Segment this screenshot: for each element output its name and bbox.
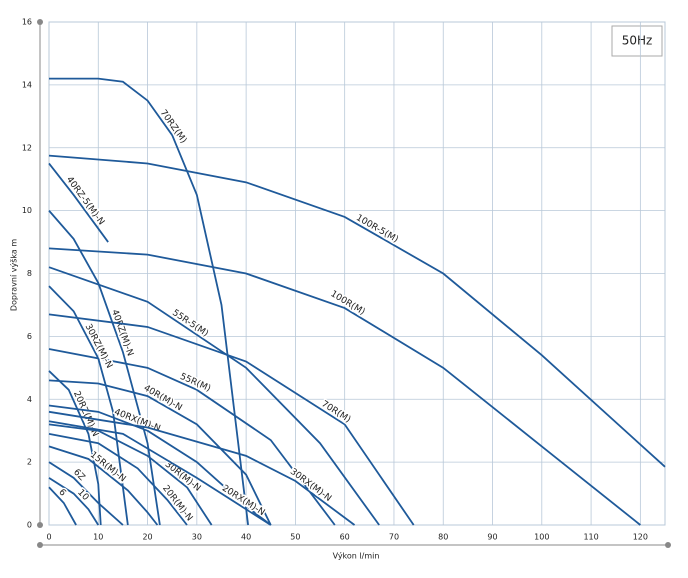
curve [48, 348, 336, 526]
x-tick-label: 110 [583, 533, 598, 542]
curve [48, 432, 188, 526]
x-tick-label: 120 [633, 533, 648, 542]
curve [48, 461, 124, 526]
x-tick-label: 90 [487, 533, 497, 542]
curve [48, 477, 100, 526]
y-tick-label: 12 [22, 143, 32, 152]
x-tick-label: 80 [438, 533, 448, 542]
y-tick-label: 0 [27, 521, 32, 530]
x-tick-label: 10 [93, 533, 103, 542]
curve [48, 313, 415, 526]
curve [48, 423, 213, 526]
curve [48, 266, 380, 526]
annotation: 50Hz [622, 34, 653, 48]
curve [48, 445, 159, 526]
curve [48, 486, 77, 526]
y-tick-label: 8 [27, 269, 32, 278]
y-tick-label: 6 [27, 332, 32, 341]
y-tick-label: 10 [22, 206, 32, 215]
y-tick-label: 4 [27, 395, 32, 404]
x-tick-label: 70 [389, 533, 399, 542]
y-tick-label: 2 [27, 458, 32, 467]
axis-end [665, 542, 671, 548]
curve [48, 154, 666, 468]
x-axis-label: Výkon l/min [333, 552, 380, 561]
curve [48, 370, 102, 526]
y-axis-label: Dopravní výška m [9, 239, 19, 311]
curve [48, 410, 356, 526]
curve [48, 285, 129, 526]
x-tick-label: 30 [192, 533, 202, 542]
x-tick-label: 20 [142, 533, 152, 542]
y-tick-label: 16 [22, 18, 32, 27]
curve [48, 404, 272, 526]
x-tick-label: 50 [290, 533, 300, 542]
annotation-box [611, 25, 663, 57]
axis-end [37, 542, 43, 548]
x-tick-label: 40 [241, 533, 251, 542]
curve [48, 379, 272, 526]
axis-end [37, 19, 43, 25]
x-tick-label: 0 [46, 533, 51, 542]
x-tick-label: 100 [534, 533, 549, 542]
curve [48, 247, 641, 526]
curve [48, 420, 272, 526]
axis-end [37, 522, 43, 528]
curve [49, 77, 249, 526]
curve [48, 162, 109, 243]
y-tick-label: 14 [22, 80, 32, 89]
x-tick-label: 60 [340, 533, 350, 542]
